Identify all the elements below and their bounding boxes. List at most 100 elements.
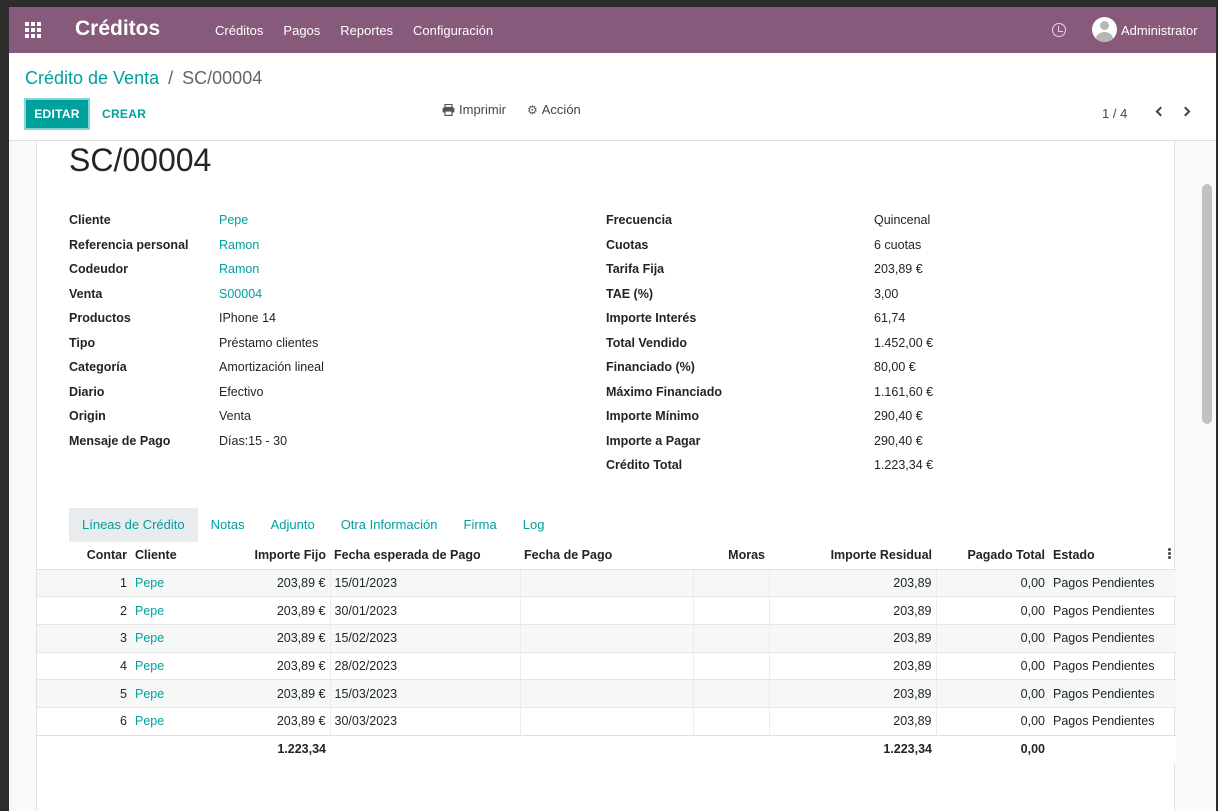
row-payment-date — [520, 651, 694, 680]
row-client[interactable]: Pepe — [131, 568, 209, 597]
field-value[interactable]: Ramon — [219, 262, 260, 276]
main-menu: Créditos Pagos Reportes Configuración — [215, 23, 493, 38]
tab-otra-informacion[interactable]: Otra Información — [340, 517, 438, 532]
table-row[interactable]: 4 Pepe 203,89 €28/02/2023 203,89 0,00 Pagos P… — [37, 651, 1176, 680]
row-late-fees — [693, 679, 770, 708]
table-row[interactable]: 3 Pepe 203,89 €15/02/2023 203,89 0,00 Pagos P… — [37, 623, 1176, 653]
field-value: Quincenal — [874, 213, 931, 227]
row-expected-date: 30/01/2023 — [330, 596, 521, 625]
field-value: 80,00 € — [874, 360, 916, 374]
column-header[interactable]: Estado — [1049, 542, 1164, 570]
app-title[interactable]: Créditos — [75, 17, 161, 40]
menu-item-reportes[interactable]: Reportes — [340, 23, 394, 38]
row-payment-date — [520, 596, 694, 625]
chevron-right-icon[interactable] — [1180, 105, 1194, 119]
column-header[interactable]: Fecha de Pago — [520, 542, 693, 570]
field-value: Efectivo — [219, 384, 264, 399]
tab-log[interactable]: Log — [522, 517, 545, 532]
field-label: Financiado (%) — [606, 360, 695, 374]
row-client[interactable]: Pepe — [131, 706, 209, 736]
tab-lineas-de-credito[interactable]: Líneas de Crédito — [69, 508, 198, 542]
create-button[interactable]: CREAR — [102, 107, 147, 121]
breadcrumb: Crédito de Venta / SC/00004 — [25, 68, 262, 89]
tab-notas[interactable]: Notas — [210, 517, 245, 532]
row-client[interactable]: Pepe — [131, 679, 209, 708]
row-paid-total: 0,00 — [936, 651, 1049, 680]
field-label: Origin — [69, 409, 106, 423]
vertical-scrollbar[interactable] — [1202, 184, 1212, 424]
column-header[interactable]: Importe Residual — [769, 542, 936, 570]
top-navbar: Créditos Créditos Pagos Reportes Configu… — [9, 7, 1216, 53]
row-client[interactable]: Pepe — [131, 623, 209, 653]
row-paid-total: 0,00 — [936, 706, 1049, 736]
row-count: 1 — [37, 568, 131, 597]
column-header[interactable]: Cliente — [131, 542, 209, 570]
row-count: 2 — [37, 596, 131, 625]
column-header[interactable]: Importe Fijo — [209, 542, 330, 570]
row-late-fees — [693, 568, 770, 597]
tab-adjunto[interactable]: Adjunto — [270, 517, 315, 532]
optional-columns-toggle[interactable] — [1164, 542, 1176, 570]
chevron-left-icon[interactable] — [1152, 105, 1166, 119]
field-value: Préstamo clientes — [219, 335, 319, 350]
edit-button[interactable]: EDITAR — [24, 98, 90, 130]
avatar[interactable] — [1092, 17, 1117, 42]
printer-icon — [442, 103, 455, 116]
menu-item-pagos[interactable]: Pagos — [283, 23, 321, 38]
field-value: 203,89 € — [874, 262, 923, 276]
row-late-fees — [693, 596, 770, 625]
column-header[interactable]: Moras — [693, 542, 769, 570]
field-value: 1.161,60 € — [874, 384, 934, 399]
row-paid-total: 0,00 — [936, 623, 1049, 653]
print-dropdown[interactable]: Imprimir — [442, 102, 506, 117]
row-expected-date: 30/03/2023 — [330, 706, 521, 736]
row-fixed-amount: 203,89 € — [209, 596, 331, 625]
column-header[interactable]: Fecha esperada de Pago — [330, 542, 520, 570]
menu-item-configuracion[interactable]: Configuración — [413, 23, 494, 38]
field-value[interactable]: S00004 — [219, 286, 263, 301]
clock-icon[interactable] — [1052, 23, 1066, 37]
table-row[interactable]: 6 Pepe 203,89 €30/03/2023 203,89 0,00 Pagos P… — [37, 706, 1176, 736]
breadcrumb-parent[interactable]: Crédito de Venta — [25, 68, 160, 88]
field-value[interactable]: Pepe — [219, 213, 249, 227]
table-row[interactable]: 2 Pepe 203,89 €30/01/2023 203,89 0,00 Pagos P… — [37, 596, 1176, 625]
row-late-fees — [693, 623, 770, 653]
column-header[interactable]: Pagado Total — [936, 542, 1049, 570]
table-row[interactable]: 1 Pepe 203,89 €15/01/2023 203,89 0,00 Pagos P… — [37, 568, 1176, 597]
action-dropdown[interactable]: ⚙ Acción — [527, 102, 581, 117]
menu-item-creditos[interactable]: Créditos — [215, 23, 264, 38]
table-row[interactable]: 5 Pepe 203,89 €15/03/2023 203,89 0,00 Pagos P… — [37, 679, 1176, 708]
field-label: Importe a Pagar — [606, 433, 701, 448]
row-fixed-amount: 203,89 € — [209, 706, 331, 736]
row-client[interactable]: Pepe — [131, 651, 209, 680]
breadcrumb-current: SC/00004 — [182, 68, 263, 88]
field-value: Amortización lineal — [219, 360, 324, 374]
row-residual: 203,89 — [769, 706, 937, 736]
row-paid-total: 0,00 — [936, 596, 1049, 625]
field-value: 6 cuotas — [874, 237, 922, 252]
totals-row: 1.223,34 1.223,34 0,00 — [37, 734, 1176, 764]
field-label: Crédito Total — [606, 458, 683, 472]
field-label: Importe Mínimo — [606, 409, 700, 423]
row-status: Pagos Pendientes — [1049, 623, 1164, 653]
tab-firma[interactable]: Firma — [463, 517, 497, 532]
field-value: IPhone 14 — [219, 311, 276, 325]
row-paid-total: 0,00 — [936, 568, 1049, 597]
field-label: Tarifa Fija — [606, 262, 665, 276]
row-fixed-amount: 203,89 € — [209, 623, 331, 653]
row-expected-date: 15/01/2023 — [330, 568, 521, 597]
field-value: Días:15 - 30 — [219, 433, 288, 448]
field-value[interactable]: Ramon — [219, 237, 260, 252]
pager-value[interactable]: 1 / 4 — [1102, 106, 1128, 121]
notebook-tabs: Líneas de Crédito Notas Adjunto Otra Inf… — [69, 508, 557, 542]
user-menu-name[interactable]: Administrator — [1121, 23, 1198, 38]
row-client[interactable]: Pepe — [131, 596, 209, 625]
column-header[interactable]: Contar — [37, 542, 131, 570]
apps-grid-icon[interactable] — [25, 22, 43, 38]
row-fixed-amount: 203,89 € — [209, 651, 331, 680]
field-value: 290,40 € — [874, 409, 923, 423]
row-payment-date — [520, 568, 694, 597]
field-label: Referencia personal — [69, 237, 189, 252]
field-label: Mensaje de Pago — [69, 433, 171, 448]
breadcrumb-separator: / — [168, 68, 174, 88]
